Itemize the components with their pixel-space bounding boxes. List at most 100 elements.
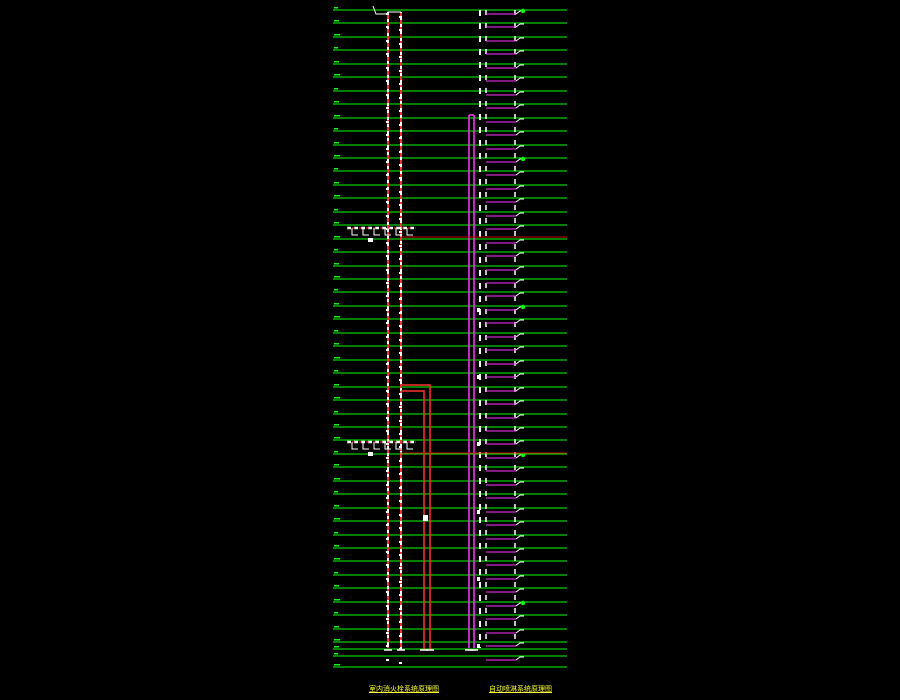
sprinkler-head [515, 333, 524, 338]
hydrant-valve-mark [386, 659, 389, 661]
floor-label-mark [334, 7, 338, 9]
flow-switch-mark [477, 442, 480, 446]
pressure-reducing-valve [406, 442, 413, 450]
floor-label-mark [334, 61, 339, 63]
hydrant-valve-mark [399, 635, 402, 637]
hydrant-valve-mark [399, 97, 402, 99]
hydrant-valve-mark [399, 298, 402, 300]
hydrant-valve-mark [386, 632, 389, 634]
hydrant-valve-mark [386, 134, 389, 136]
sprinkler-head [515, 414, 524, 419]
floor-label-mark [334, 518, 340, 520]
floor-label-mark [334, 599, 340, 601]
hydrant-valve-mark [399, 258, 402, 260]
pressure-reducing-valve [384, 442, 391, 450]
hydrant-valve-mark [386, 322, 389, 324]
hydrant-valve-mark [386, 309, 389, 311]
floor-label-mark [334, 88, 338, 90]
sprinkler-head [515, 225, 524, 230]
hydrant-valve-mark [386, 269, 389, 271]
sprinkler-head [515, 346, 524, 351]
alarm-valve-marker [520, 452, 526, 458]
hydrant-valve-mark [386, 470, 389, 472]
sprinkler-head [515, 131, 524, 136]
hydrant-system-caption: 室内消火栓系统原理图 [369, 685, 439, 693]
hydrant-valve-mark [399, 43, 402, 45]
branch-connections-group [347, 226, 567, 651]
floor-label-mark [334, 664, 340, 666]
floor-label-mark [334, 142, 339, 144]
hydrant-valve-mark [386, 443, 389, 445]
floor-label-mark [334, 303, 339, 305]
hydrant-valve-mark [386, 511, 389, 513]
sprinkler-head [515, 171, 524, 176]
floor-label-mark [334, 532, 338, 534]
floor-label-mark [334, 115, 340, 117]
hydrant-valve-mark [399, 177, 402, 179]
sprinkler-head [515, 467, 524, 472]
hydrant-valve-mark [399, 312, 402, 314]
sprinkler-head [515, 185, 524, 190]
test-valve [368, 452, 373, 456]
floor-label-mark [334, 316, 340, 318]
hydrant-valve-mark [386, 13, 389, 15]
pressure-reducing-valve [373, 442, 380, 450]
sprinkler-head [515, 387, 524, 392]
floor-label-mark [334, 276, 340, 278]
floor-label-mark [334, 397, 340, 399]
hydrant-valve-mark [399, 137, 402, 139]
hydrant-valve-mark [399, 433, 402, 435]
hydrant-valve-mark [399, 500, 402, 502]
hydrant-valve-mark [399, 581, 402, 583]
sprinkler-head [515, 266, 524, 271]
hydrant-valve-mark [386, 121, 389, 123]
hydrant-valve-mark [386, 67, 389, 69]
hydrant-valve-mark [386, 363, 389, 365]
hydrant-valve-mark [399, 541, 402, 543]
floor-label-mark [334, 168, 338, 170]
pressure-reducing-valve [395, 442, 402, 450]
hydrant-valve-mark [399, 16, 402, 18]
floor-label-mark [334, 74, 340, 76]
floor-label-mark [334, 411, 338, 413]
hydrant-valve-mark [399, 567, 402, 569]
hydrant-valve-mark [386, 484, 389, 486]
sprinkler-head [515, 319, 524, 324]
hydrant-valve-mark [399, 352, 402, 354]
sprinkler-head [515, 360, 524, 365]
sprinkler-system-caption: 自动喷淋系统原理图 [489, 685, 552, 693]
hydrant-valve-mark [399, 527, 402, 529]
sprinkler-head [515, 23, 524, 28]
hydrant-valve-mark [399, 594, 402, 596]
sprinkler-head [515, 642, 524, 647]
hydrant-valve-mark [386, 295, 389, 297]
sprinkler-head [515, 37, 524, 42]
hydrant-valve-mark [386, 538, 389, 540]
floor-label-mark [334, 585, 339, 587]
alarm-valve-marker [520, 156, 526, 162]
floor-label-mark [334, 195, 340, 197]
hydrant-valve-mark [386, 174, 389, 176]
hydrant-valve-mark [386, 94, 389, 96]
hydrant-valve-mark [386, 215, 389, 217]
hydrant-valve-mark [399, 514, 402, 516]
sprinkler-head [515, 561, 524, 566]
hydrant-valve-mark [399, 29, 402, 31]
mid-supply-pipe [401, 390, 425, 650]
hydrant-valve-mark [386, 161, 389, 163]
hydrant-valve-mark [399, 325, 402, 327]
mid-supply-pipe [401, 384, 431, 650]
floor-label-mark [334, 34, 340, 36]
hydrant-valve-mark [399, 231, 402, 233]
hydrant-valve-mark [399, 218, 402, 220]
hydrant-valve-mark [386, 255, 389, 257]
sprinkler-head [515, 212, 524, 217]
floor-label-mark [334, 424, 339, 426]
hydrant-valve-mark [386, 564, 389, 566]
hydrant-valve-mark [399, 151, 402, 153]
hydrant-valve-mark [386, 336, 389, 338]
floor-label-mark [334, 491, 338, 493]
hydrant-valve-mark [386, 80, 389, 82]
hydrant-valve-mark [386, 349, 389, 351]
